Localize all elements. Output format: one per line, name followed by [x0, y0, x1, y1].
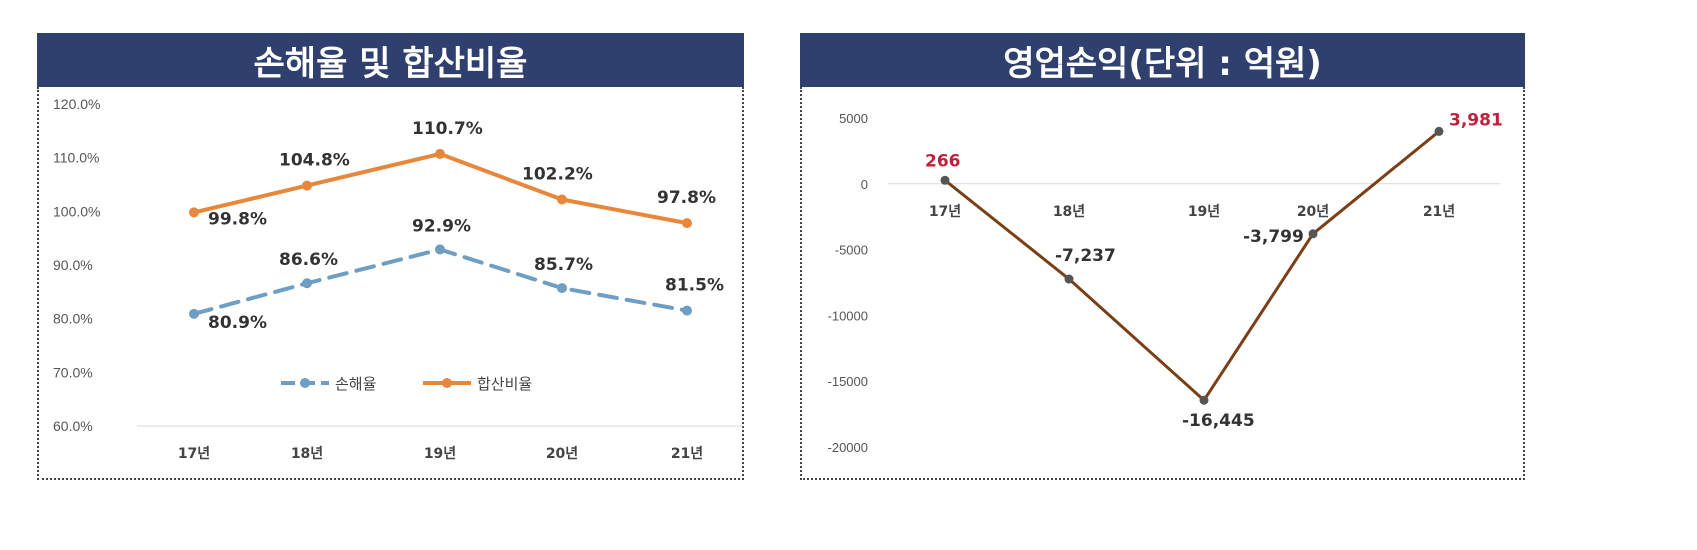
y-tick-label: 90.0% [53, 257, 93, 273]
loss-ratio-data-label: 85.7% [534, 255, 593, 275]
x-tick-label: 19년 [1188, 204, 1220, 220]
combined-ratio-data-label: 104.8% [279, 151, 350, 171]
operating-profit-point [1308, 229, 1318, 239]
y-tick-label: 0 [861, 177, 868, 192]
y-tick-label: -5000 [835, 243, 868, 258]
right-chart-title: 영업손익(단위 : 억원) [800, 33, 1525, 87]
y-tick-label: 5000 [839, 111, 868, 126]
loss-ratio-line [192, 247, 689, 316]
loss-ratio-chart: 120.0% 110.0% 100.0% 90.0% 80.0% 70.0% 60.0% 17… [53, 96, 743, 462]
loss-ratio-data-label: 80.9% [208, 313, 267, 333]
loss-ratio-point [302, 278, 312, 289]
operating-profit-point [1064, 274, 1074, 284]
combined-ratio-point [189, 207, 199, 218]
operating-profit-panel: 영업손익(단위 : 억원) 5000 0 -5000 -10000 -15000 -200… [800, 0, 1525, 482]
operating-profit-point [940, 175, 950, 185]
loss-ratio-point [682, 305, 692, 316]
combined-ratio-data-label: 97.8% [657, 188, 716, 208]
combined-ratio-data-label: 110.7% [412, 119, 483, 139]
loss-ratio-panel: 손해율 및 합산비율 120.0% 110.0% 100.0% 90.0% 80.0% 7… [37, 0, 744, 482]
loss-ratio-point [189, 308, 199, 319]
operating-profit-data-label: -3,799 [1243, 227, 1304, 247]
left-chart-title: 손해율 및 합산비율 [37, 33, 744, 87]
loss-ratio-point [557, 283, 567, 294]
combined-ratio-point [302, 180, 312, 191]
right-chart-area [800, 87, 1525, 480]
operating-profit-line [944, 130, 1440, 402]
combined-ratio-line [193, 151, 688, 226]
y-tick-label: -15000 [828, 374, 868, 389]
legend-loss-ratio-label: 손해율 [335, 375, 376, 393]
x-tick-label: 21년 [1423, 204, 1455, 220]
combined-ratio-point [557, 194, 567, 205]
x-tick-label: 20년 [546, 446, 578, 462]
x-tick-label: 18년 [291, 446, 323, 462]
operating-profit-point [1199, 395, 1209, 405]
y-tick-label: 100.0% [53, 203, 100, 219]
legend-loss-ratio-marker [300, 378, 310, 388]
y-tick-label: 110.0% [53, 150, 99, 166]
y-tick-label: 120.0% [53, 96, 100, 112]
operating-profit-data-label: -16,445 [1182, 411, 1255, 431]
combined-ratio-data-label: 99.8% [208, 209, 267, 229]
x-tick-label: 20년 [1297, 204, 1329, 220]
loss-ratio-data-label: 81.5% [665, 276, 724, 296]
loss-ratio-data-label: 92.9% [412, 216, 471, 236]
operating-profit-data-label: 266 [925, 151, 961, 171]
operating-profit-chart: 5000 0 -5000 -10000 -15000 -20000 17년 18년 19년 20년… [828, 110, 1503, 455]
y-tick-label: -10000 [828, 308, 868, 323]
combined-ratio-point [435, 148, 445, 159]
loss-ratio-data-label: 86.6% [279, 250, 338, 270]
combined-ratio-point [682, 218, 692, 229]
y-tick-label: 80.0% [53, 311, 93, 327]
left-chart-area [37, 87, 744, 480]
x-tick-label: 17년 [178, 446, 210, 462]
operating-profit-point [1434, 126, 1444, 136]
operating-profit-data-label: -7,237 [1055, 246, 1116, 266]
y-tick-label: 70.0% [53, 364, 93, 380]
y-tick-label: 60.0% [53, 418, 93, 434]
x-tick-label: 19년 [424, 446, 456, 462]
operating-profit-data-label: 3,981 [1449, 110, 1503, 130]
x-tick-label: 18년 [1053, 204, 1085, 220]
legend-combined-ratio-label: 합산비율 [477, 375, 532, 393]
x-tick-label: 21년 [671, 446, 703, 462]
y-tick-label: -20000 [828, 440, 868, 455]
combined-ratio-data-label: 102.2% [522, 165, 593, 185]
loss-ratio-point [435, 244, 445, 255]
x-tick-label: 17년 [929, 204, 961, 220]
legend-combined-ratio-marker [442, 378, 452, 388]
